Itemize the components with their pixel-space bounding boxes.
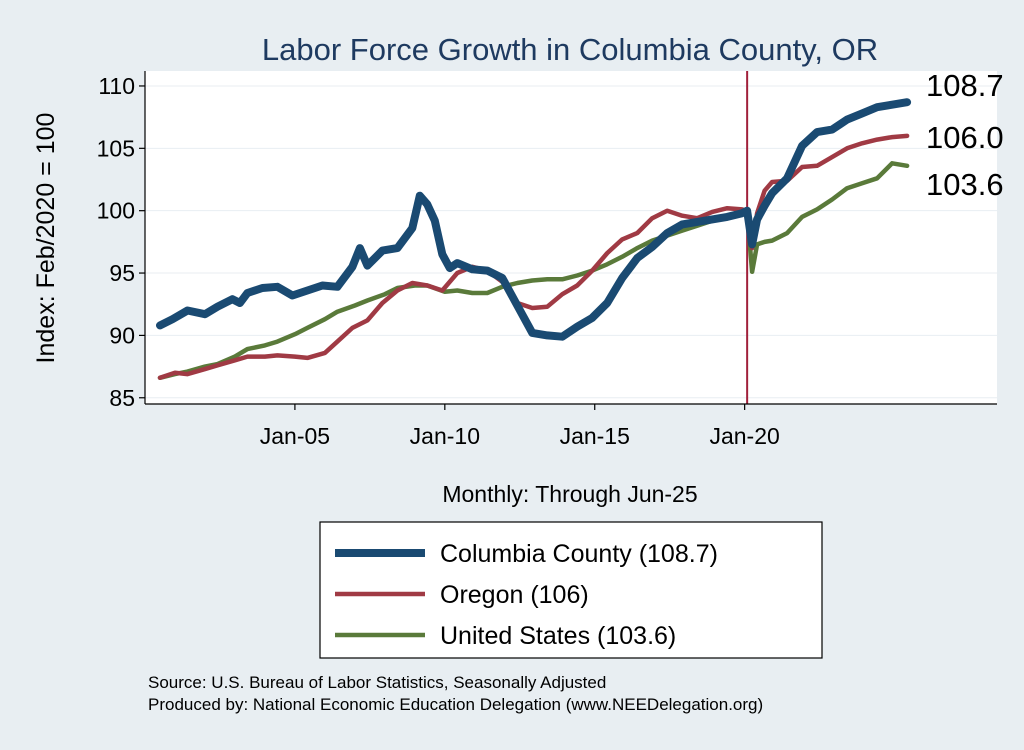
y-tick-label: 110	[98, 73, 135, 99]
legend-label-us: United States (103.6)	[440, 622, 676, 650]
series-line-oregon	[157, 133, 910, 381]
plot-area	[145, 71, 997, 404]
x-tick-label: Jan-10	[410, 423, 480, 449]
series-group	[156, 98, 912, 381]
legend: Columbia County (108.7) Oregon (106) Unite…	[335, 540, 718, 650]
y-tick-label: 90	[109, 322, 135, 348]
series-line-us	[157, 161, 910, 381]
x-tick-label: Jan-15	[560, 423, 630, 449]
series-line-columbia	[156, 98, 912, 341]
y-tick-label: 105	[97, 135, 135, 161]
legend-label-oregon: Oregon (106)	[440, 581, 589, 609]
y-axis-ticks: 85 90 95 100 105 110	[97, 73, 145, 411]
x-tick-label: Jan-05	[260, 423, 330, 449]
x-axis-ticks: Jan-05 Jan-10 Jan-15 Jan-20	[260, 404, 780, 449]
y-tick-label: 95	[109, 260, 135, 286]
end-label-columbia: 108.7	[926, 68, 1004, 103]
y-tick-label: 85	[109, 385, 135, 411]
x-tick-label: Jan-20	[709, 423, 779, 449]
source-note: Source: U.S. Bureau of Labor Statistics,…	[148, 673, 606, 692]
end-label-oregon: 106.0	[926, 120, 1004, 155]
end-value-labels: 108.7 106.0 103.6	[926, 68, 1004, 202]
y-axis-label: Index: Feb/2020 = 100	[32, 113, 60, 364]
legend-label-columbia: Columbia County (108.7)	[440, 540, 718, 568]
y-tick-label: 100	[97, 198, 135, 224]
chart-title: Labor Force Growth in Columbia County, O…	[262, 32, 878, 67]
produced-by-note: Produced by: National Economic Education…	[148, 695, 763, 714]
x-axis-label: Monthly: Through Jun-25	[442, 481, 697, 507]
end-label-us: 103.6	[926, 167, 1004, 202]
